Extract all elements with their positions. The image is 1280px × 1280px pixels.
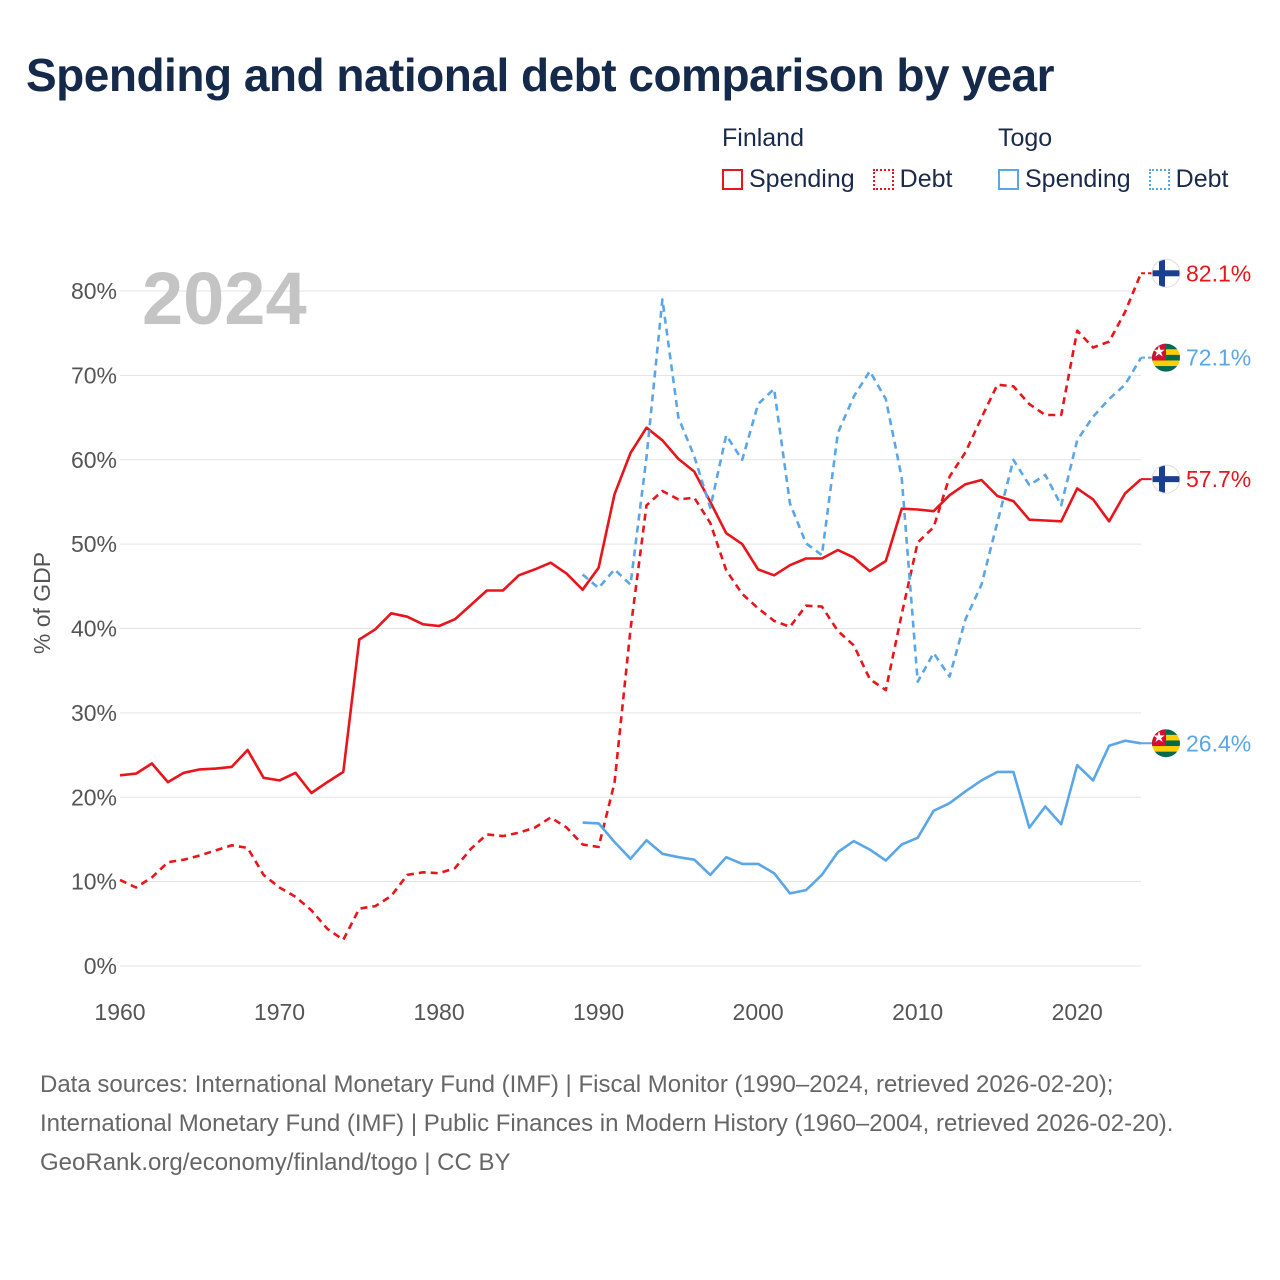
y-tick-label: 50% (71, 531, 117, 557)
legend-label-finland-spending: Spending (749, 165, 855, 193)
x-tick-label: 2020 (1052, 999, 1103, 1025)
legend-togo-spending[interactable]: Spending (998, 165, 1131, 194)
series (119, 272, 1143, 942)
legend-label-finland-debt: Debt (899, 165, 953, 193)
togo-flag-icon (1152, 343, 1180, 372)
y-axis-label: % of GDP (29, 552, 55, 654)
series-line-finland-debt (119, 272, 1143, 942)
line-chart: 2024 0% 10% 20% 30% 40% 50% 60% 70% 80% 1960 1970 1… (29, 257, 1251, 1025)
togo-flag-icon (1152, 729, 1180, 758)
y-tick-label: 40% (71, 616, 117, 642)
legend-togo: Togo Spending Debt (998, 124, 1228, 194)
legend-togo-debt[interactable]: Debt (1148, 165, 1229, 194)
legend-label-togo-spending: Spending (1025, 165, 1131, 193)
axes: 0% 10% 20% 30% 40% 50% 60% 70% 80% 1960 1970 1980 19… (29, 278, 1103, 1025)
legend-finland: Finland Spending Debt (722, 124, 952, 194)
data-sources: Data sources: International Monetary Fun… (40, 1071, 1174, 1137)
y-tick-label: 60% (71, 447, 117, 473)
x-tick-label: 1970 (254, 999, 305, 1025)
credit-link[interactable]: GeoRank.org/economy/finland/togo | CC BY (40, 1149, 511, 1176)
grid (120, 290, 1141, 967)
finland-flag-icon (1151, 258, 1181, 288)
chart-title: Spending and national debt comparison by… (26, 49, 1055, 101)
legend-label-togo-debt: Debt (1175, 165, 1229, 193)
year-watermark: 2024 (142, 257, 307, 340)
legend-swatch-finland-debt (872, 169, 894, 190)
x-tick-label: 1980 (413, 999, 464, 1025)
x-tick-label: 1990 (573, 999, 624, 1025)
series-line-togo-debt (581, 298, 1143, 684)
y-tick-label: 0% (84, 953, 117, 979)
legend-country-togo: Togo (998, 124, 1053, 152)
x-tick-label: 1960 (94, 999, 145, 1025)
end-label-togo-debt: 72.1% (1186, 345, 1251, 371)
legend-finland-debt[interactable]: Debt (872, 165, 953, 194)
y-tick-label: 20% (71, 784, 117, 810)
finland-flag-icon (1151, 464, 1181, 494)
series-line-togo-spending (582, 739, 1142, 895)
y-tick-label: 30% (71, 700, 117, 726)
legend-finland-spending[interactable]: Spending (722, 165, 855, 194)
y-tick-label: 80% (71, 278, 117, 304)
legend-country-finland: Finland (722, 124, 804, 152)
end-label-finland-spending: 57.7% (1186, 466, 1251, 492)
series-line-finland-spending (119, 426, 1142, 795)
legend-swatch-togo-debt (1148, 169, 1170, 190)
y-tick-label: 70% (71, 362, 117, 388)
footer: Data sources: International Monetary Fun… (40, 1065, 1240, 1182)
legend-swatch-finland-spending (722, 169, 743, 190)
x-tick-label: 2000 (733, 999, 784, 1025)
end-label-togo-spending: 26.4% (1186, 730, 1251, 756)
y-tick-label: 10% (71, 869, 117, 895)
end-label-finland-debt: 82.1% (1186, 260, 1251, 286)
x-tick-label: 2010 (892, 999, 943, 1025)
end-labels: 57.7% 82.1% 26.4% 72.1% (1141, 258, 1251, 758)
legend-swatch-togo-spending (998, 169, 1019, 190)
